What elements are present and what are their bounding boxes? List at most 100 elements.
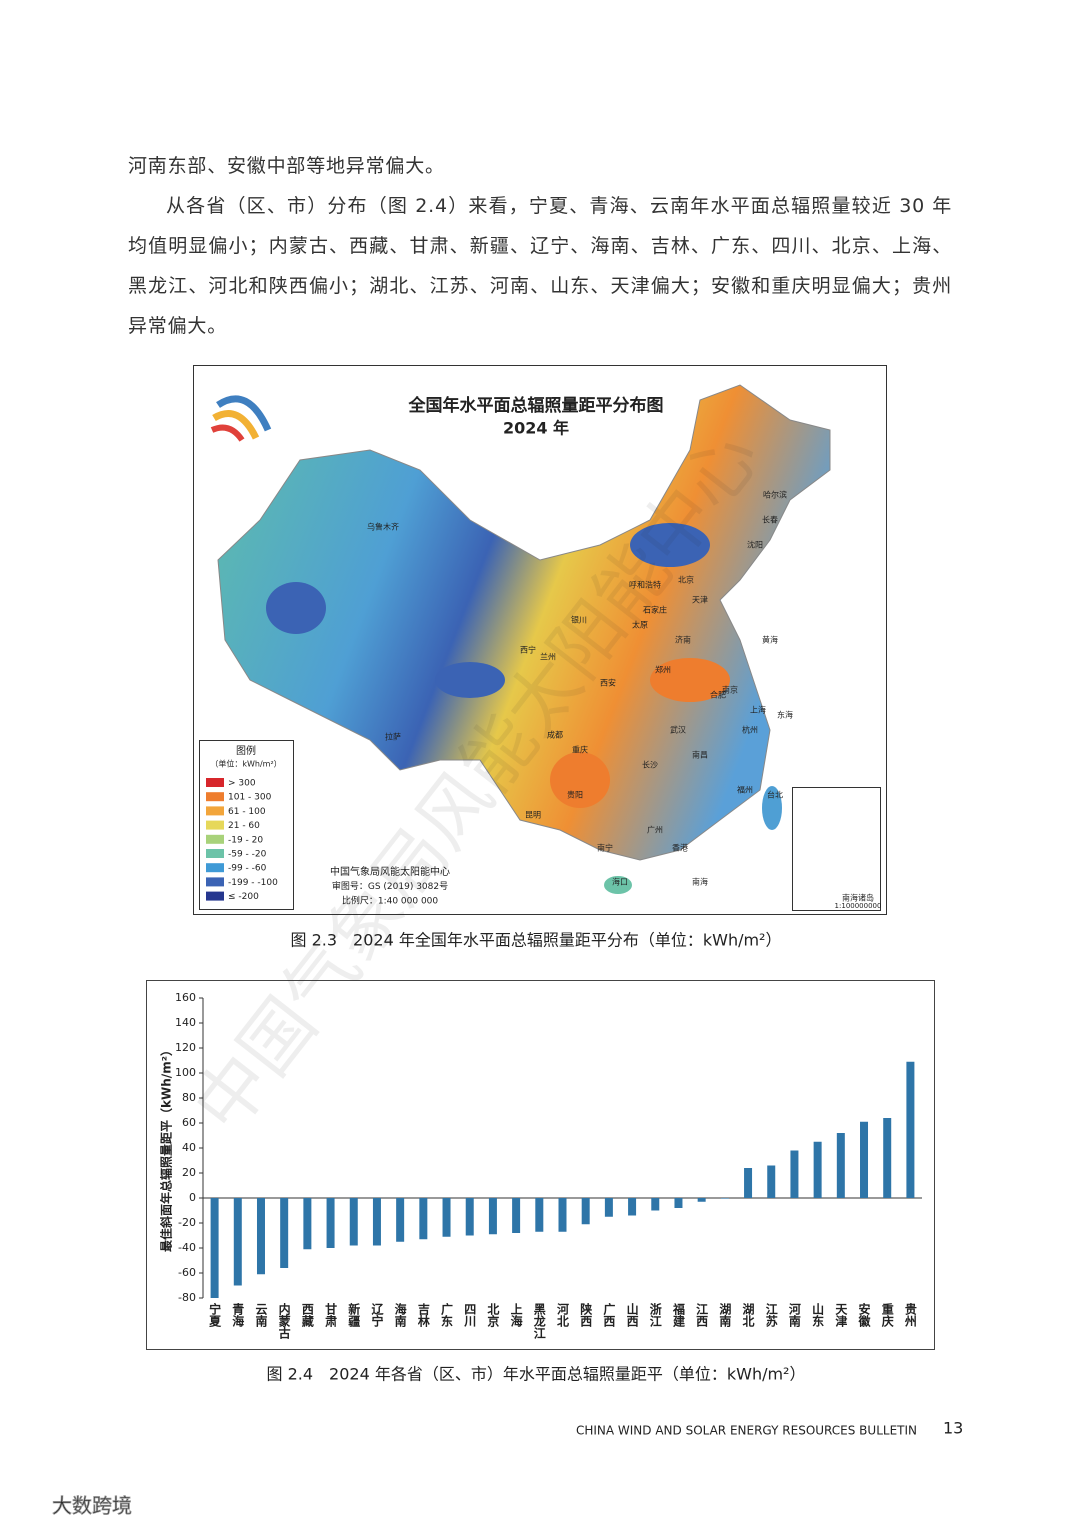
x-tick-label: 甘肃 <box>324 1302 338 1328</box>
x-tick-label: 上海 <box>509 1302 523 1328</box>
y-tick-label: 20 <box>182 1166 196 1179</box>
y-tick-label: -80 <box>178 1291 196 1304</box>
place-label: 合肥 <box>710 690 726 700</box>
place-label: 南宁 <box>597 843 613 853</box>
x-tick-label: 青海 <box>231 1302 245 1328</box>
place-label: 海口 <box>612 877 628 887</box>
place-label: 南京 <box>722 685 738 695</box>
place-label: 银川 <box>571 615 587 625</box>
watermark: 大数跨境 <box>52 1494 132 1518</box>
x-tick-label: 宁夏 <box>208 1302 222 1328</box>
map-title: 全国年水平面总辐照量距平分布图 <box>408 395 664 416</box>
x-tick-label: 河北 <box>556 1302 570 1328</box>
place-label: 重庆 <box>572 745 588 755</box>
y-tick-label: 160 <box>175 991 196 1004</box>
map-credit: 审图号：GS (2019) 3082号 <box>332 880 448 892</box>
legend-label: -99 - -60 <box>228 864 267 874</box>
place-label: 福州 <box>737 786 753 795</box>
place-label: 长沙 <box>642 760 658 770</box>
legend-swatch <box>206 849 224 858</box>
bar <box>349 1198 358 1246</box>
paragraph: 从各省（区、市）分布（图 2.4）来看，宁夏、青海、云南年水平面总辐照量较近 3… <box>128 195 952 337</box>
legend-label: 61 - 100 <box>228 807 266 817</box>
bar <box>326 1198 335 1248</box>
bar <box>303 1198 312 1250</box>
bar <box>790 1150 799 1198</box>
place-label: 香港 <box>672 843 688 853</box>
x-tick-label: 浙江 <box>648 1302 662 1328</box>
bar <box>628 1198 637 1216</box>
x-tick-label: 江西 <box>695 1302 709 1328</box>
x-tick-label: 江苏 <box>764 1302 778 1328</box>
x-tick-label: 西藏 <box>300 1303 314 1328</box>
bar <box>372 1198 381 1246</box>
place-label: 东海 <box>777 710 793 720</box>
bar <box>488 1198 497 1235</box>
map-blob <box>550 752 610 808</box>
place-label: 沈阳 <box>747 540 763 550</box>
bar <box>860 1121 869 1198</box>
x-tick-label: 天津 <box>834 1303 848 1328</box>
legend-title: 图例 <box>236 744 256 757</box>
bar <box>697 1198 706 1202</box>
x-tick-label: 内蒙古 <box>277 1302 291 1340</box>
y-tick-label: -20 <box>178 1216 196 1229</box>
place-label: 杭州 <box>742 725 758 735</box>
bar <box>210 1198 219 1298</box>
x-tick-label: 广东 <box>440 1302 454 1328</box>
place-label: 天津 <box>692 595 708 605</box>
place-label: 北京 <box>678 575 694 585</box>
place-label: 贵阳 <box>567 790 583 800</box>
legend-swatch <box>206 792 224 802</box>
x-tick-label: 湖北 <box>741 1302 755 1328</box>
legend-label: -199 - -100 <box>228 878 278 888</box>
y-axis-label: 最佳斜面年总辐照量距平（kWh/m²） <box>159 1044 174 1252</box>
bar <box>813 1141 822 1198</box>
x-tick-label: 湖南 <box>718 1302 732 1328</box>
place-label: 兰州 <box>540 652 556 662</box>
x-tick-label: 河南 <box>787 1302 801 1328</box>
inset-scale: 1:100000000 <box>835 902 882 910</box>
map-blob <box>650 658 730 702</box>
bar <box>256 1198 265 1275</box>
y-tick-label: 40 <box>182 1141 196 1154</box>
legend-swatch <box>206 863 224 873</box>
x-tick-label: 陕西 <box>579 1302 593 1328</box>
bar <box>767 1165 776 1198</box>
caption: 图 2.4 2024 年各省（区、市）年水平面总辐照量距平（单位：kWh/m²） <box>267 1365 806 1384</box>
legend-swatch <box>206 834 224 844</box>
legend-label: 101 - 300 <box>228 793 272 803</box>
y-tick-label: 0 <box>189 1191 196 1204</box>
x-tick-label: 福建 <box>671 1302 685 1328</box>
chart-frame <box>146 980 935 1350</box>
place-label: 济南 <box>675 635 691 645</box>
map-blob <box>266 582 326 634</box>
bar <box>419 1198 428 1240</box>
x-tick-label: 新疆 <box>347 1302 361 1328</box>
y-tick-label: 60 <box>182 1116 196 1129</box>
y-tick-label: 80 <box>182 1091 196 1104</box>
legend-label: -59 - -20 <box>228 850 267 860</box>
x-tick-label: 辽宁 <box>370 1303 384 1328</box>
x-tick-label: 山西 <box>625 1302 639 1328</box>
body-text: 河南东部、安徽中部等地异常偏大。 从各省（区、市）分布（图 2.4）来看，宁夏、… <box>128 146 952 346</box>
place-label: 南海 <box>692 877 708 887</box>
page-number: 13 <box>943 1419 963 1438</box>
x-tick-label: 云南 <box>254 1303 268 1328</box>
map-credit: 比例尺：1:40 000 000 <box>342 895 439 907</box>
bar <box>720 1198 729 1199</box>
running-title: CHINA WIND AND SOLAR ENERGY RESOURCES BU… <box>576 1424 917 1438</box>
legend-swatch <box>206 778 224 787</box>
legend-unit: （单位：kWh/m²） <box>210 759 281 769</box>
legend-label: ≤ -200 <box>228 892 259 902</box>
x-tick-label: 重庆 <box>880 1302 894 1328</box>
bar <box>396 1198 405 1242</box>
place-label: 黄海 <box>762 635 778 645</box>
y-tick-label: 100 <box>175 1066 196 1079</box>
bar <box>465 1198 474 1236</box>
bar <box>604 1198 613 1217</box>
place-label: 拉萨 <box>385 732 401 742</box>
map-area <box>217 384 831 861</box>
inset-label: 南海诸岛 <box>842 893 874 903</box>
